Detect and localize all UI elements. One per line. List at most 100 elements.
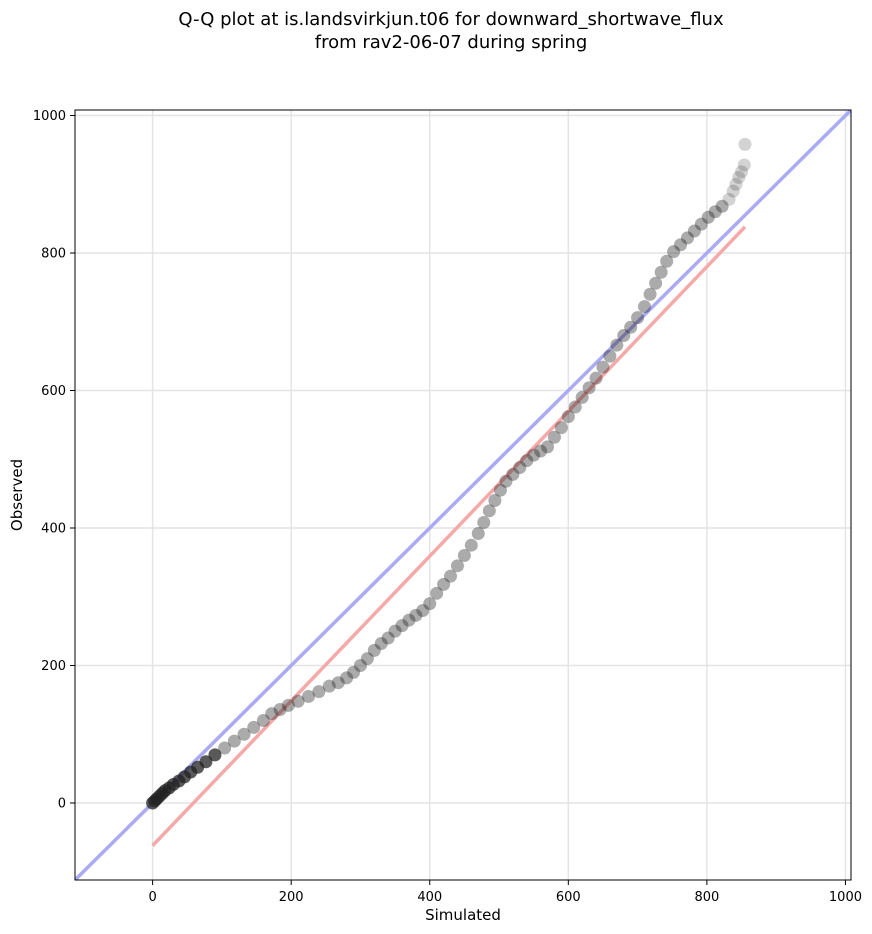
quantile-point: [708, 205, 722, 219]
x-tick-label: 800: [694, 890, 719, 905]
quantile-point: [687, 224, 701, 238]
x-axis-label: Simulated: [425, 906, 501, 924]
y-tick-label: 600: [41, 384, 66, 399]
quantile-point: [437, 577, 451, 591]
quantile-point: [237, 727, 251, 741]
quantile-point: [340, 671, 354, 685]
quantile-point: [291, 694, 305, 708]
quantile-point: [381, 631, 395, 645]
quantile-point: [513, 461, 527, 474]
y-axis-ticks: 0 200 400 600 800 1000: [33, 109, 75, 812]
quantile-point: [603, 349, 617, 363]
quantile-point: [471, 527, 485, 540]
quantile-point: [367, 643, 381, 657]
quantile-point: [430, 586, 444, 600]
quantile-point: [402, 613, 416, 627]
quantile-point: [444, 569, 458, 583]
quantile-point: [638, 300, 652, 314]
quantile-point: [738, 137, 752, 151]
quantile-point: [353, 659, 367, 672]
x-tick-label: 400: [417, 890, 442, 905]
quantile-point: [199, 755, 213, 769]
quantile-point: [464, 538, 478, 552]
y-tick-label: 200: [41, 659, 66, 674]
quantile-point: [482, 504, 496, 518]
quantile-point: [499, 474, 513, 488]
quantile-point: [617, 329, 631, 342]
quantile-point: [527, 448, 541, 462]
quantile-point: [589, 371, 603, 385]
quantile-point: [729, 177, 743, 191]
quantile-point: [488, 494, 502, 507]
quantile-point: [547, 430, 561, 444]
x-tick-label: 1000: [829, 890, 862, 905]
quantile-point: [331, 676, 345, 690]
quantile-point: [541, 440, 555, 454]
quantile-point: [457, 549, 471, 562]
quantile-point: [726, 184, 740, 198]
quantile-point: [227, 734, 241, 748]
fit-line: [151, 225, 747, 847]
chart-title-line1: Q-Q plot at is.landsvirkjun.t06 for down…: [178, 9, 724, 30]
quantile-point: [701, 210, 715, 224]
identity-line: [75, 110, 851, 880]
y-axis-label: Observed: [8, 459, 26, 531]
quantile-point: [477, 516, 491, 529]
quantile-point: [506, 467, 520, 481]
quantile-point: [737, 158, 751, 172]
quantile-point: [610, 338, 624, 352]
y-tick-label: 0: [58, 797, 66, 812]
quantile-point: [568, 400, 582, 414]
x-axis-ticks: 0 200 400 600 800 1000: [148, 880, 862, 905]
quantile-point: [208, 748, 222, 762]
quantile-point: [493, 483, 507, 497]
x-tick-label: 200: [279, 890, 304, 905]
quantile-point: [575, 390, 589, 404]
grid: [75, 110, 851, 880]
quantile-point: [534, 444, 548, 458]
quantile-point: [722, 192, 736, 206]
quantile-point: [631, 311, 645, 325]
quantile-point: [735, 165, 749, 179]
quantile-point: [694, 217, 708, 231]
quantile-point: [660, 254, 674, 268]
quantile-point: [596, 360, 610, 374]
quantile-points: [146, 137, 752, 810]
quantile-point: [281, 698, 295, 712]
y-tick-label: 800: [41, 247, 66, 262]
quantile-point: [680, 231, 694, 245]
quantile-point: [450, 559, 464, 573]
quantile-point: [732, 170, 746, 184]
quantile-point: [649, 276, 663, 290]
quantile-point: [520, 454, 534, 468]
quantile-point: [643, 287, 657, 301]
quantile-point: [395, 619, 409, 633]
quantile-point: [347, 665, 361, 679]
quantile-point: [582, 381, 596, 395]
quantile-point: [416, 604, 430, 617]
quantile-point: [674, 238, 688, 252]
quantile-point: [265, 707, 279, 721]
quantile-point: [273, 703, 287, 716]
quantile-point: [715, 199, 729, 213]
quantile-point: [374, 637, 388, 650]
quantile-point: [667, 245, 681, 259]
reference-lines: [75, 110, 851, 880]
quantile-point: [388, 624, 402, 638]
quantile-point: [409, 608, 423, 622]
chart-subtitle: from rav2-06-07 during spring: [314, 32, 588, 53]
x-tick-label: 600: [556, 890, 581, 905]
quantile-point: [360, 652, 374, 666]
quantile-point: [561, 410, 575, 424]
quantile-point: [312, 685, 326, 699]
x-tick-label: 0: [148, 890, 156, 905]
quantile-point: [256, 714, 270, 727]
quantile-point: [322, 679, 336, 693]
quantile-point: [218, 741, 232, 755]
quantile-point: [247, 720, 261, 734]
quantile-point: [554, 421, 568, 435]
y-tick-label: 1000: [33, 109, 66, 124]
plot-frame: [74, 109, 852, 881]
quantile-point: [654, 265, 668, 279]
quantile-point: [301, 689, 315, 703]
